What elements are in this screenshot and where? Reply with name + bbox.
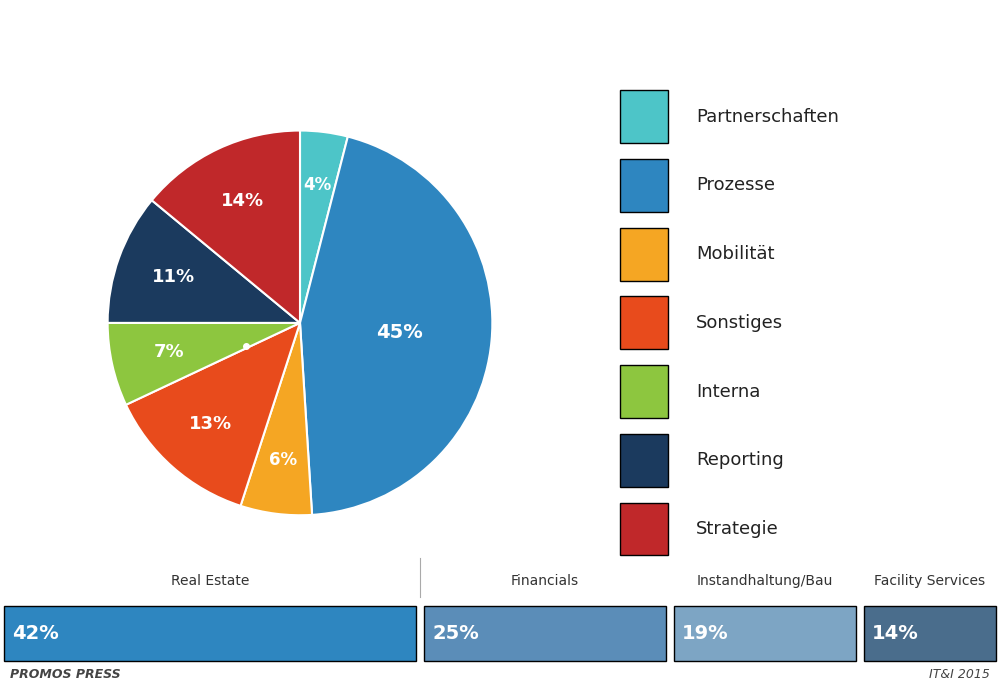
Text: Mobilität: Mobilität: [696, 245, 774, 263]
FancyBboxPatch shape: [674, 606, 856, 661]
FancyBboxPatch shape: [620, 297, 668, 350]
Wedge shape: [108, 201, 300, 323]
FancyBboxPatch shape: [620, 503, 668, 555]
Wedge shape: [126, 323, 300, 506]
Text: 25%: 25%: [432, 624, 479, 643]
FancyBboxPatch shape: [4, 606, 416, 661]
Wedge shape: [152, 131, 300, 323]
Wedge shape: [241, 323, 312, 515]
Text: PROMOS PRESS: PROMOS PRESS: [10, 668, 121, 682]
Wedge shape: [108, 323, 300, 405]
FancyBboxPatch shape: [620, 90, 668, 144]
Text: Reporting: Reporting: [696, 451, 784, 469]
Text: 13%: 13%: [189, 415, 233, 433]
Text: 4%: 4%: [303, 177, 331, 194]
Text: Instandhaltung/Bau: Instandhaltung/Bau: [697, 574, 833, 588]
FancyBboxPatch shape: [424, 606, 666, 661]
Text: 14%: 14%: [221, 192, 264, 210]
Text: Facility Services: Facility Services: [874, 574, 986, 588]
FancyBboxPatch shape: [620, 365, 668, 418]
Text: Partnerschaften: Partnerschaften: [696, 108, 839, 126]
Text: 42%: 42%: [12, 624, 59, 643]
Text: 14%: 14%: [872, 624, 919, 643]
Text: 7%: 7%: [153, 344, 184, 361]
Wedge shape: [300, 137, 492, 515]
FancyBboxPatch shape: [864, 606, 996, 661]
Text: 45%: 45%: [376, 323, 423, 342]
Text: IT&I 2015: IT&I 2015: [929, 668, 990, 682]
FancyBboxPatch shape: [620, 434, 668, 486]
Text: 6%: 6%: [269, 451, 297, 469]
Text: 19%: 19%: [682, 624, 729, 643]
Text: 11%: 11%: [152, 269, 195, 286]
FancyBboxPatch shape: [620, 228, 668, 280]
Text: Sonstiges: Sonstiges: [696, 314, 783, 332]
Text: Die Themen: Die Themen: [18, 25, 203, 54]
Text: Prozesse: Prozesse: [696, 177, 775, 194]
Text: Interna: Interna: [696, 383, 760, 401]
Text: Real Estate: Real Estate: [171, 574, 249, 588]
Text: Strategie: Strategie: [696, 520, 779, 538]
FancyBboxPatch shape: [620, 159, 668, 212]
Wedge shape: [300, 131, 348, 323]
Text: Financials: Financials: [511, 574, 579, 588]
